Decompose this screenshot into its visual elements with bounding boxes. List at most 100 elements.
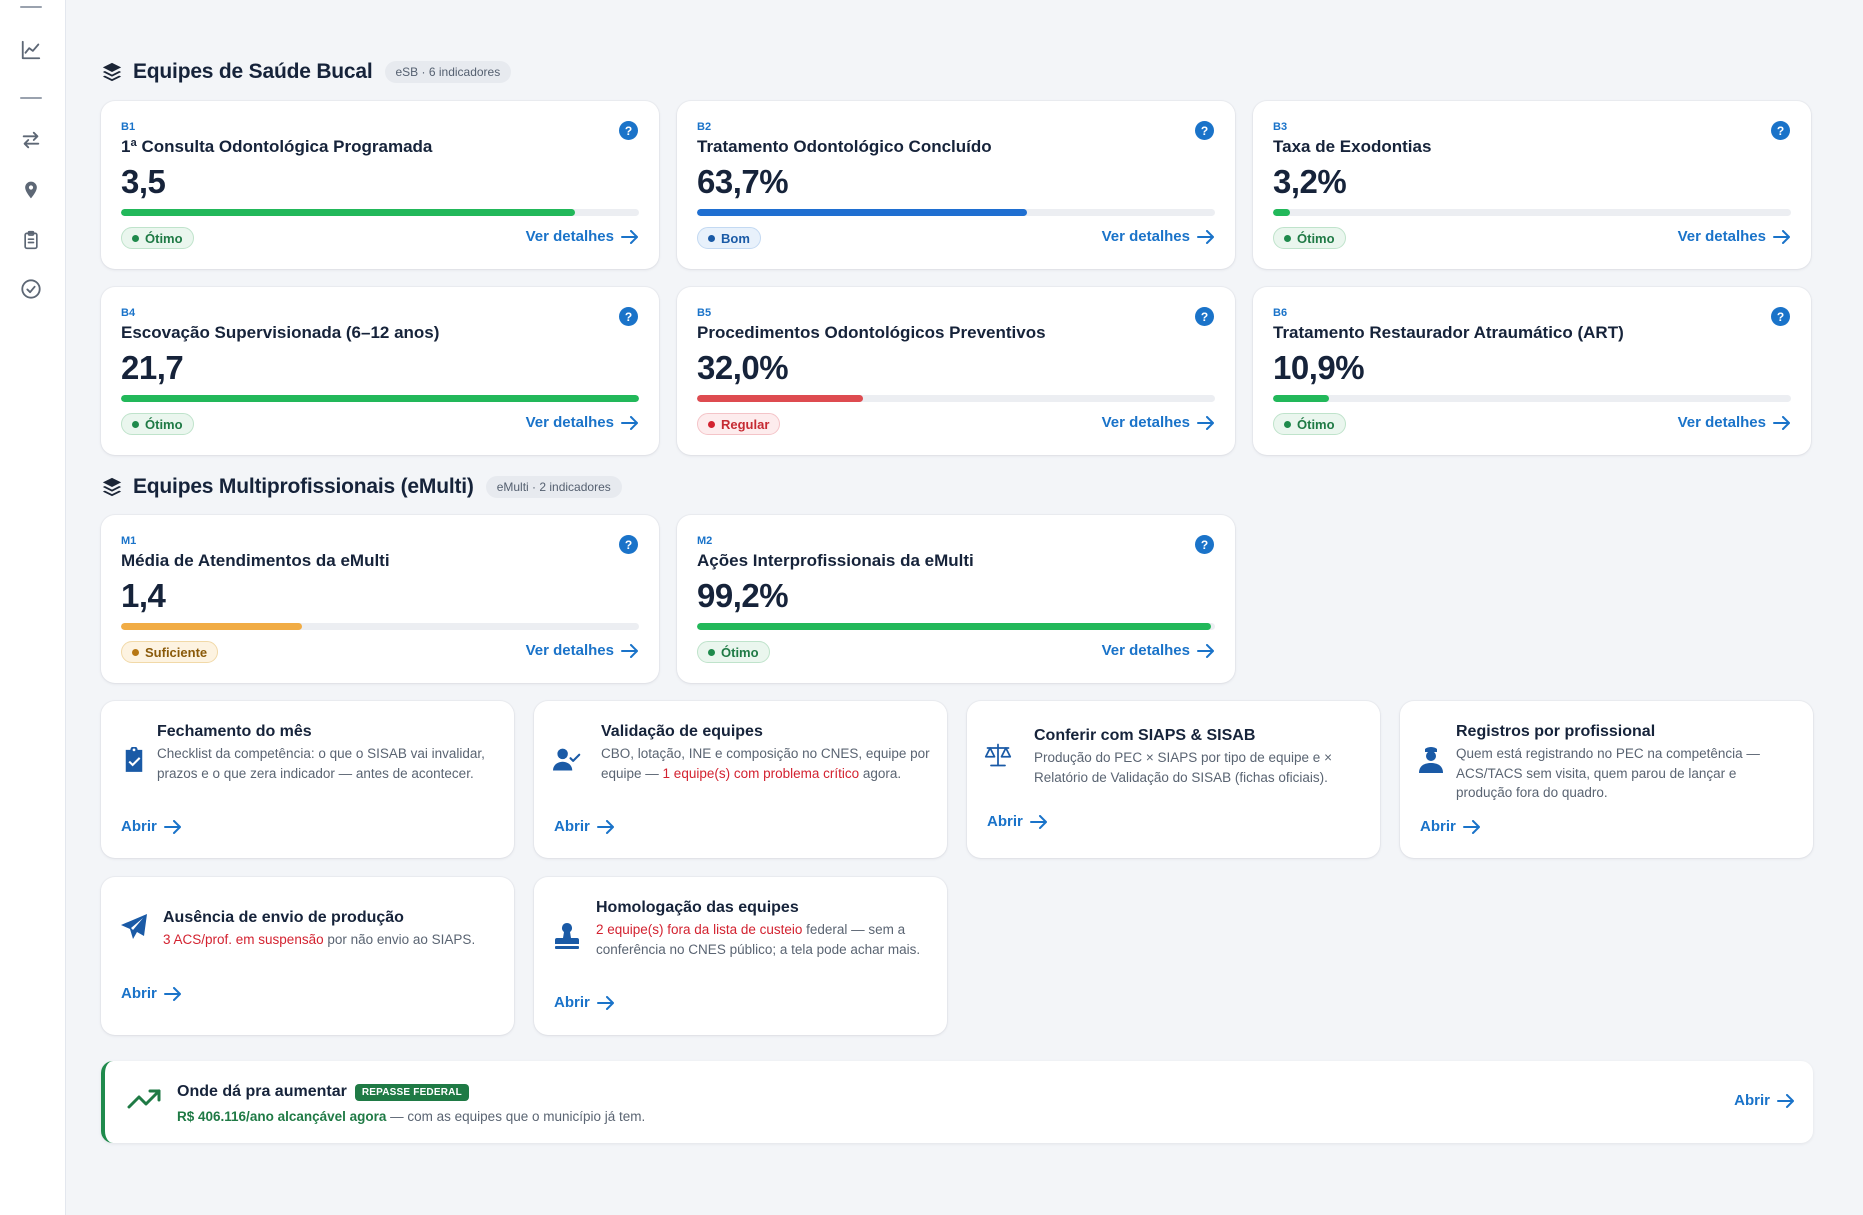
indicator-value: 10,9% (1273, 349, 1365, 386)
arrow-right-icon (621, 415, 638, 430)
indicator-card-m1[interactable]: M1 Média de Atendimentos da eMulti? 1,4 Suf… (101, 515, 659, 683)
indicator-card-b3[interactable]: B3 Taxa de Exodontias? 3,2% Ótimo Ver detalh… (1253, 101, 1811, 269)
tool-description: 2 equipe(s) fora da lista de custeio fed… (596, 920, 931, 959)
tool-card-validacao[interactable]: Validação de equipes CBO, lotação, INE e… (534, 701, 947, 858)
status-dot (1284, 234, 1291, 242)
desc-text: por não envio ao SIAPS. (323, 932, 476, 947)
details-link[interactable]: Ver detalhes (1678, 414, 1791, 431)
details-label: Ver detalhes (1101, 228, 1190, 245)
suspension-highlight: 3 ACS/prof. em suspensão (163, 932, 324, 947)
status-badge: Ótimo (1273, 413, 1346, 435)
details-link[interactable]: Ver detalhes (1102, 642, 1215, 659)
arrow-right-icon (621, 229, 638, 244)
status-label: Suficiente (145, 644, 208, 660)
indicator-code: B5 (697, 307, 712, 319)
details-label: Ver detalhes (1101, 414, 1190, 431)
indicator-code: B2 (697, 121, 712, 133)
indicator-card-b2[interactable]: B2 Tratamento Odontológico Concluído? 63,7… (677, 101, 1235, 269)
section-title: Equipes de Saúde Bucal (133, 60, 373, 83)
arrow-right-icon (1777, 1093, 1794, 1108)
paper-plane-icon (120, 913, 148, 941)
progress-fill (1273, 209, 1290, 216)
status-label: Regular (721, 416, 770, 432)
arrow-right-icon (1197, 415, 1214, 430)
help-icon[interactable]: ? (1195, 535, 1214, 554)
tool-description: Checklist da competência: o que o SISAB … (157, 746, 485, 781)
tool-card-ausencia[interactable]: Ausência de envio de produção 3 ACS/prof… (101, 877, 514, 1035)
help-icon[interactable]: ? (619, 121, 638, 140)
details-link[interactable]: Ver detalhes (1678, 228, 1791, 245)
indicator-title: Média de Atendimentos da eMulti (121, 551, 390, 570)
rail-divider (20, 6, 42, 8)
custeio-highlight: 2 equipe(s) fora da lista de custeio (596, 922, 803, 937)
arrow-right-icon (1462, 819, 1480, 834)
open-link[interactable]: Abrir (1734, 1092, 1795, 1109)
indicator-title: Tratamento Odontológico Concluído (697, 137, 992, 156)
arrow-right-icon (596, 819, 614, 834)
status-dot (708, 234, 715, 242)
open-link[interactable]: Abrir (121, 985, 182, 1002)
indicator-code: B6 (1273, 307, 1288, 319)
indicator-card-b1[interactable]: B1 1ª Consulta Odontológica Programada? 3,… (101, 101, 659, 269)
open-link[interactable]: Abrir (121, 818, 182, 835)
open-label: Abrir (1420, 818, 1456, 835)
progress-track (697, 395, 1215, 402)
arrow-right-icon (1773, 415, 1790, 430)
banner-description: R$ 406.116/ano alcançável agora — com as… (177, 1109, 645, 1124)
details-link[interactable]: Ver detalhes (1102, 414, 1215, 431)
help-icon[interactable]: ? (1771, 121, 1790, 140)
arrow-right-icon (1773, 229, 1790, 244)
indicator-value: 99,2% (697, 577, 789, 614)
indicator-card-b5[interactable]: B5 Procedimentos Odontológicos Preventivo… (677, 287, 1235, 455)
help-icon[interactable]: ? (619, 535, 638, 554)
arrow-right-icon (621, 643, 638, 658)
help-icon[interactable]: ? (1195, 121, 1214, 140)
help-icon[interactable]: ? (1195, 307, 1214, 326)
progress-fill (697, 209, 1027, 216)
details-label: Ver detalhes (525, 642, 614, 659)
tool-card-fechamento[interactable]: Fechamento do mês Checklist da competênc… (101, 701, 514, 858)
progress-track (121, 395, 639, 402)
open-link[interactable]: Abrir (987, 813, 1048, 830)
progress-track (697, 623, 1215, 630)
details-link[interactable]: Ver detalhes (1102, 228, 1215, 245)
indicator-title: Taxa de Exodontias (1273, 137, 1432, 156)
open-link[interactable]: Abrir (554, 994, 615, 1011)
open-link[interactable]: Abrir (1420, 818, 1481, 835)
tool-card-registros[interactable]: Registros por profissional Quem está reg… (1400, 701, 1813, 858)
indicator-card-b4[interactable]: B4 Escovação Supervisionada (6–12 anos)? 2… (101, 287, 659, 455)
details-label: Ver detalhes (1677, 228, 1766, 245)
tool-title: Registros por profissional (1456, 723, 1656, 740)
section-count-pill: eSB · 6 indicadores (384, 61, 512, 83)
check-circle-icon[interactable] (18, 276, 44, 302)
help-icon[interactable]: ? (1771, 307, 1790, 326)
status-label: Bom (721, 230, 750, 246)
indicator-title: Ações Interprofissionais da eMulti (697, 551, 974, 570)
tool-card-homologacao[interactable]: Homologação das equipes 2 equipe(s) fora… (534, 877, 947, 1035)
help-icon[interactable]: ? (619, 307, 638, 326)
details-link[interactable]: Ver detalhes (526, 228, 639, 245)
indicator-card-b6[interactable]: B6 Tratamento Restaurador Atraumático (AR… (1253, 287, 1811, 455)
details-link[interactable]: Ver detalhes (526, 642, 639, 659)
clipboard-icon[interactable] (18, 227, 44, 253)
chart-icon[interactable] (18, 37, 44, 63)
trending-up-icon (127, 1087, 161, 1116)
tool-card-siaps[interactable]: Conferir com SIAPS & SISAB Produção do P… (967, 701, 1380, 858)
open-link[interactable]: Abrir (554, 818, 615, 835)
tool-description: Quem está registrando no PEC na competên… (1456, 746, 1760, 800)
open-label: Abrir (554, 818, 590, 835)
swap-arrows-icon[interactable] (18, 127, 44, 153)
section-header-esb: Equipes de Saúde Bucal eSB · 6 indicador… (101, 57, 512, 87)
status-badge: Ótimo (1273, 227, 1346, 249)
details-link[interactable]: Ver detalhes (526, 414, 639, 431)
increase-opportunity-banner[interactable]: Onde dá pra aumentar REPASSE FEDERAL R$ … (101, 1061, 1813, 1143)
rail-divider (20, 97, 42, 99)
indicator-card-m2[interactable]: M2 Ações Interprofissionais da eMulti? 99,… (677, 515, 1235, 683)
progress-track (697, 209, 1215, 216)
progress-fill (121, 623, 303, 630)
desc-text: — com as equipes que o município já tem. (386, 1109, 646, 1124)
tool-title: Conferir com SIAPS & SISAB (1034, 727, 1256, 744)
status-dot (1284, 420, 1291, 428)
open-label: Abrir (987, 813, 1023, 830)
map-pin-icon[interactable] (18, 177, 44, 203)
